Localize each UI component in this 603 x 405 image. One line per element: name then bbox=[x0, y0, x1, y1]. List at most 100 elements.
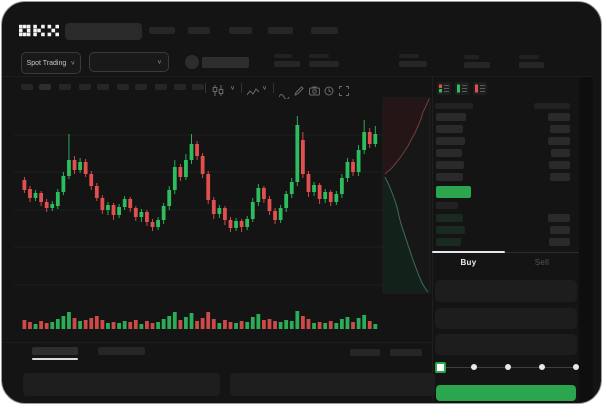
bids-book-icon[interactable] bbox=[455, 82, 469, 100]
volume-bar bbox=[94, 316, 99, 329]
last-price-highlight[interactable] bbox=[436, 186, 471, 198]
candle-body bbox=[145, 212, 149, 222]
volume-bar bbox=[139, 324, 144, 329]
camera-icon[interactable] bbox=[309, 83, 320, 101]
nav-item-4[interactable] bbox=[268, 27, 293, 34]
price-field[interactable] bbox=[435, 280, 577, 302]
coin-icon bbox=[185, 55, 199, 69]
pair-dropdown[interactable]: ∨ bbox=[89, 52, 169, 72]
slider-step-dot[interactable] bbox=[539, 364, 545, 370]
volume-bar bbox=[111, 322, 116, 329]
timeframe-button[interactable] bbox=[135, 84, 147, 90]
candle-body bbox=[273, 211, 277, 220]
nav-item-2[interactable] bbox=[188, 27, 210, 34]
tab-sell[interactable]: Sell bbox=[534, 258, 550, 267]
bid-price[interactable] bbox=[436, 238, 461, 246]
ask-amount bbox=[550, 125, 570, 133]
nav-item-3[interactable] bbox=[229, 27, 252, 34]
candle-body bbox=[106, 205, 110, 210]
bottom-action-2[interactable] bbox=[390, 349, 422, 356]
candle-body bbox=[317, 185, 322, 199]
candle-body bbox=[133, 208, 138, 217]
history-icon[interactable] bbox=[324, 83, 334, 101]
fullscreen-icon[interactable] bbox=[339, 83, 349, 101]
market-type-dropdown[interactable]: Spot Trading ∨ bbox=[21, 52, 81, 74]
ask-price[interactable] bbox=[436, 149, 462, 157]
bottom-tab-2[interactable] bbox=[98, 347, 145, 355]
candle-body bbox=[178, 167, 183, 177]
volume-bar bbox=[78, 321, 82, 329]
chevron-down-icon[interactable]: ∨ bbox=[230, 85, 236, 92]
timeframe-button[interactable] bbox=[59, 84, 71, 90]
candle-body bbox=[111, 205, 116, 215]
depth-bids-area bbox=[383, 177, 428, 292]
volume-bar bbox=[356, 318, 361, 329]
slider-step-dot[interactable] bbox=[471, 364, 477, 370]
timeframe-button[interactable] bbox=[97, 84, 109, 90]
bottom-action-1[interactable] bbox=[350, 349, 380, 356]
candle-body bbox=[22, 180, 27, 190]
timeframe-button[interactable] bbox=[117, 84, 129, 90]
timeframe-button[interactable] bbox=[21, 84, 33, 90]
pair-name-placeholder[interactable] bbox=[202, 57, 249, 68]
draw-icon[interactable] bbox=[294, 83, 304, 101]
amount-field[interactable] bbox=[435, 308, 577, 329]
bid-price[interactable] bbox=[436, 214, 463, 222]
slider-step-dot[interactable] bbox=[505, 364, 511, 370]
search-input[interactable] bbox=[65, 23, 142, 40]
bottom-panel-2 bbox=[230, 373, 435, 396]
slider-step-dot[interactable] bbox=[573, 364, 579, 370]
bottom-divider bbox=[2, 342, 432, 343]
timeframe-button[interactable] bbox=[174, 84, 186, 90]
volume-bar bbox=[239, 321, 244, 329]
bid-amount bbox=[549, 238, 570, 246]
ask-amount bbox=[548, 113, 570, 121]
nav-item-1[interactable] bbox=[149, 27, 175, 34]
candle-body bbox=[356, 150, 361, 172]
candle-body bbox=[117, 207, 121, 215]
okx-logo[interactable] bbox=[19, 22, 59, 39]
volume-bar bbox=[55, 319, 60, 329]
timeframe-button[interactable] bbox=[155, 84, 167, 90]
market-type-label: Spot Trading bbox=[26, 59, 67, 67]
timeframe-button[interactable] bbox=[39, 84, 51, 90]
stat-value-3 bbox=[399, 61, 427, 67]
stat-value-1 bbox=[274, 61, 300, 67]
candle-body bbox=[256, 188, 261, 202]
combined-book-icon[interactable] bbox=[437, 82, 451, 100]
orderbook-col-header-price bbox=[435, 103, 473, 109]
ask-price[interactable] bbox=[436, 125, 463, 133]
candle-body bbox=[362, 132, 367, 150]
tab-buy[interactable]: Buy bbox=[460, 258, 477, 267]
bottom-tab-indicator bbox=[32, 358, 78, 360]
chevron-down-icon[interactable]: ∨ bbox=[262, 85, 268, 92]
ask-price[interactable] bbox=[436, 173, 463, 181]
candle-style-icon[interactable] bbox=[212, 83, 224, 101]
ask-price[interactable] bbox=[436, 113, 466, 121]
slider-handle[interactable] bbox=[435, 362, 446, 373]
candle-body bbox=[223, 208, 227, 220]
right-gutter bbox=[579, 77, 593, 402]
volume-bar bbox=[345, 317, 350, 329]
total-field[interactable] bbox=[435, 334, 577, 355]
volume-bar bbox=[362, 315, 367, 329]
buy-submit-button[interactable] bbox=[436, 385, 576, 401]
timeframe-button[interactable] bbox=[192, 84, 204, 90]
nav-item-5[interactable] bbox=[311, 27, 338, 34]
bid-price[interactable] bbox=[436, 226, 465, 234]
ask-price[interactable] bbox=[436, 137, 465, 145]
candle-body bbox=[206, 174, 211, 200]
line-tool-icon[interactable] bbox=[278, 86, 290, 104]
timeframe-button[interactable] bbox=[79, 84, 91, 90]
indicators-icon[interactable] bbox=[246, 84, 260, 102]
bottom-tab-1[interactable] bbox=[32, 347, 78, 355]
volume-bar bbox=[234, 323, 238, 329]
volume-bar bbox=[172, 312, 177, 329]
bottom-panel-1 bbox=[23, 373, 220, 396]
ask-price[interactable] bbox=[436, 161, 464, 169]
toolbar-divider bbox=[205, 83, 206, 93]
chevron-down-icon: ∨ bbox=[70, 60, 76, 66]
price-chart[interactable] bbox=[2, 2, 593, 404]
asks-book-icon[interactable] bbox=[473, 82, 487, 100]
